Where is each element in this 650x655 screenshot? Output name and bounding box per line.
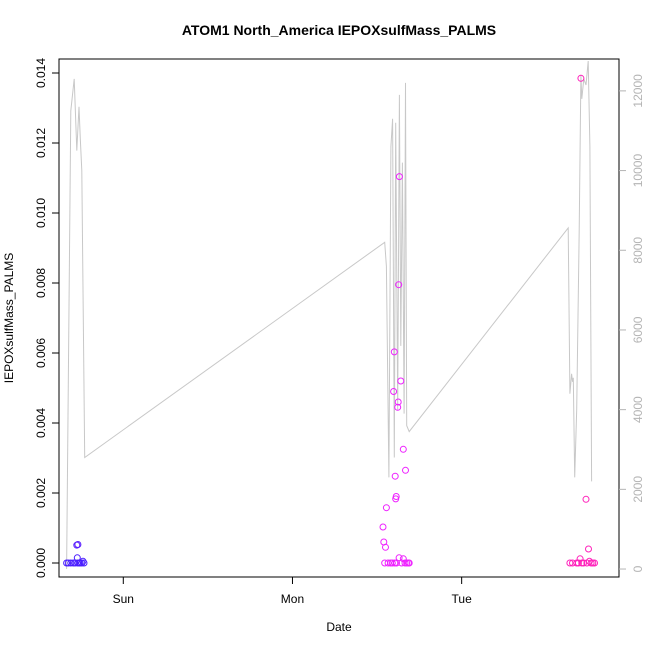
data-point bbox=[74, 541, 82, 548]
data-point bbox=[395, 173, 403, 181]
y-axis-label: IEPOXsulfMass_PALMS bbox=[2, 253, 16, 384]
y-tick-label: 0.014 bbox=[34, 58, 48, 88]
data-point bbox=[577, 74, 585, 82]
y2-tick-label: 0 bbox=[631, 565, 645, 572]
data-point bbox=[576, 555, 584, 563]
y2-tick-label: 8000 bbox=[631, 237, 645, 264]
data-point bbox=[392, 493, 400, 500]
points-layer bbox=[63, 74, 598, 567]
data-point bbox=[382, 504, 390, 512]
data-point bbox=[394, 403, 402, 411]
y-tick-label: 0.012 bbox=[34, 128, 48, 158]
data-point bbox=[582, 495, 590, 503]
data-point bbox=[388, 559, 396, 567]
data-point bbox=[67, 559, 75, 567]
data-point bbox=[399, 555, 407, 563]
data-point bbox=[379, 523, 387, 531]
data-point bbox=[64, 559, 72, 567]
data-point bbox=[395, 281, 403, 289]
y-axis-right: 0 2000 4000 6000 8000 10000 12000 bbox=[619, 74, 645, 572]
data-point bbox=[397, 377, 405, 385]
data-point bbox=[398, 559, 406, 567]
x-tick-label: Mon bbox=[281, 592, 304, 606]
data-point bbox=[394, 398, 402, 406]
data-point bbox=[80, 559, 88, 567]
y-tick-label: 0.008 bbox=[34, 268, 48, 298]
y-tick-label: 0.002 bbox=[34, 478, 48, 508]
data-point bbox=[399, 445, 407, 453]
x-tick-label: Sun bbox=[113, 592, 134, 606]
y-tick-label: 0.006 bbox=[34, 338, 48, 368]
data-point bbox=[79, 557, 87, 565]
data-point bbox=[585, 545, 592, 553]
data-point bbox=[390, 348, 398, 356]
line-layer bbox=[66, 60, 593, 570]
y-axis-left: 0.000 0.002 0.004 0.006 0.008 0.010 0.012 0.014 bbox=[34, 58, 59, 578]
x-axis: Sun Mon Tue bbox=[113, 577, 472, 606]
data-point bbox=[78, 559, 86, 567]
data-point bbox=[405, 559, 413, 567]
data-point bbox=[382, 543, 389, 551]
y2-tick-label: 6000 bbox=[631, 316, 645, 343]
y2-tick-label: 4000 bbox=[631, 396, 645, 423]
y-tick-label: 0.000 bbox=[34, 548, 48, 578]
chart-title: ATOM1 North_America IEPOXsulfMass_PALMS bbox=[182, 22, 496, 38]
plot-frame bbox=[58, 58, 620, 578]
series-line bbox=[66, 60, 593, 570]
data-point bbox=[384, 559, 392, 567]
y-tick-label: 0.004 bbox=[34, 408, 48, 438]
data-point bbox=[574, 559, 582, 567]
y-tick-label: 0.010 bbox=[34, 198, 48, 228]
y2-tick-label: 10000 bbox=[631, 154, 645, 188]
data-point bbox=[390, 388, 398, 395]
x-tick-label: Tue bbox=[452, 592, 473, 606]
y2-tick-label: 12000 bbox=[631, 74, 645, 108]
data-point bbox=[391, 472, 399, 480]
x-axis-label: Date bbox=[326, 620, 352, 634]
data-point bbox=[591, 559, 598, 567]
data-point bbox=[566, 559, 574, 567]
data-point bbox=[402, 466, 409, 474]
y2-tick-label: 2000 bbox=[631, 476, 645, 503]
